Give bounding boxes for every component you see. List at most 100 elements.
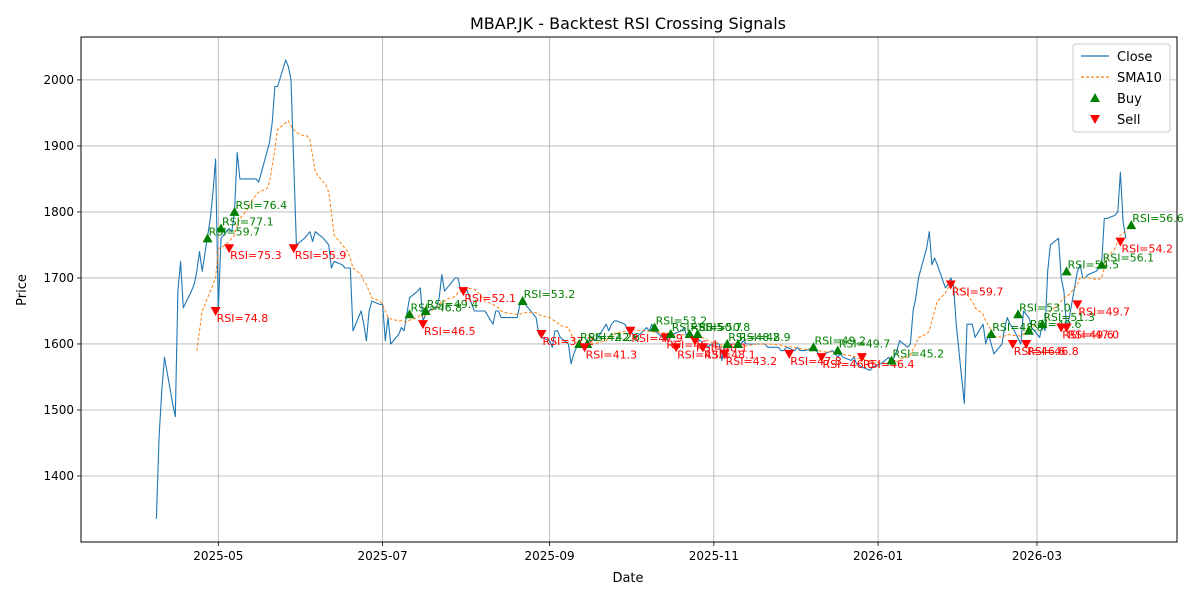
- sell-label: RSI=75.3: [230, 249, 282, 262]
- sell-marker: [689, 336, 700, 346]
- buy-marker: [722, 338, 733, 348]
- sell-marker: [458, 287, 469, 297]
- sell-label: RSI=48.1: [696, 342, 748, 355]
- sell-marker: [698, 343, 709, 353]
- sell-label: RSI=59.7: [952, 286, 1004, 299]
- sell-marker: [1061, 323, 1072, 333]
- buy-label: RSI=53.2: [524, 288, 576, 301]
- y-tick-label: 1700: [43, 271, 74, 285]
- close-line: [155, 59, 1127, 519]
- buy-label: RSI=48.9: [739, 331, 791, 344]
- sell-marker: [1007, 339, 1018, 349]
- buy-marker: [1013, 309, 1024, 319]
- axes-ticks: 2025-05 2025-07 2025-09 2025-11 2026-01 2026-…: [43, 73, 1062, 563]
- x-tick-label: 2025-07: [358, 549, 408, 563]
- buy-label: RSI=53.0: [1019, 301, 1071, 314]
- buy-label: RSI=51.3: [1043, 311, 1095, 324]
- buy-marker: [1096, 259, 1107, 269]
- sell-label: RSI=46.8: [1027, 345, 1079, 358]
- sell-label: RSI=47.0: [1068, 328, 1120, 341]
- buy-label: RSI=42.2: [580, 331, 632, 344]
- sell-label: RSI=46.6: [823, 358, 875, 371]
- buy-marker: [665, 329, 676, 339]
- sell-label: RSI=46.5: [424, 325, 476, 338]
- buy-label: RSI=42.6: [588, 331, 640, 344]
- sell-label: RSI=41.3: [586, 348, 638, 361]
- x-tick-label: 2025-11: [689, 549, 739, 563]
- signal-markers: RSI=59.7 RSI=77.1 RSI=76.4 RSI=74.8 RSI=75.3…: [202, 199, 1184, 371]
- sell-marker: [210, 306, 221, 316]
- buy-marker: [986, 329, 997, 339]
- legend-box: [1072, 43, 1171, 133]
- buy-marker: [202, 233, 213, 243]
- sell-marker: [816, 353, 827, 363]
- sell-marker: [625, 326, 636, 336]
- buy-label: RSI=48.2: [728, 331, 780, 344]
- sell-marker: [1021, 339, 1032, 349]
- x-tick-label: 2025-05: [193, 549, 243, 563]
- x-axis-label: Date: [612, 571, 643, 586]
- sell-label: RSI=43.2: [726, 355, 778, 368]
- legend-sell-label: Sell: [1117, 113, 1140, 128]
- legend-buy-swatch: [1090, 93, 1100, 102]
- sell-label: RSI=43.5: [677, 348, 729, 361]
- sell-label: RSI=46.6: [1014, 345, 1066, 358]
- legend-close-label: Close: [1117, 50, 1152, 65]
- legend-sma10-label: SMA10: [1117, 71, 1162, 86]
- buy-marker: [420, 305, 431, 315]
- sell-marker: [288, 244, 299, 254]
- buy-marker: [886, 355, 897, 365]
- sell-marker: [417, 320, 428, 330]
- sell-label: RSI=49.6: [1062, 328, 1114, 341]
- sma10-line: [196, 120, 1127, 365]
- buy-marker: [517, 296, 528, 306]
- sell-marker: [1072, 300, 1083, 310]
- buy-label: RSI=50.5: [672, 321, 724, 334]
- sell-label: RSI=48.1: [704, 348, 756, 361]
- sell-label: RSI=74.8: [217, 312, 269, 325]
- buy-label: RSI=54.5: [1068, 258, 1120, 271]
- buy-marker: [1061, 266, 1072, 276]
- buy-label: RSI=56.6: [1132, 212, 1184, 225]
- buy-label: RSI=76.4: [235, 199, 287, 212]
- sell-label: RSI=46.4: [863, 358, 915, 371]
- buy-marker: [216, 223, 227, 233]
- buy-marker: [229, 206, 240, 216]
- buy-label: RSI=50.8: [699, 321, 751, 334]
- buy-marker: [684, 329, 695, 339]
- buy-marker: [1023, 325, 1034, 335]
- buy-label: RSI=53.2: [656, 314, 708, 327]
- y-tick-label: 1500: [43, 403, 74, 417]
- sell-label: RSI=54.2: [1121, 243, 1173, 256]
- y-tick-label: 1600: [43, 337, 74, 351]
- buy-label: RSI=49.7: [839, 338, 891, 351]
- sell-marker: [784, 349, 795, 359]
- sell-marker: [671, 343, 682, 353]
- grid: [81, 37, 1177, 542]
- x-tick-label: 2025-09: [524, 549, 574, 563]
- legend-buy-label: Buy: [1117, 92, 1142, 107]
- buy-marker: [1126, 220, 1137, 230]
- sell-label: RSI=52.1: [464, 292, 516, 305]
- buy-label: RSI=45.2: [893, 347, 945, 360]
- x-tick-label: 2026-03: [1012, 549, 1062, 563]
- buy-marker: [832, 345, 843, 355]
- legend: Close SMA10 Buy Sell: [1072, 43, 1171, 133]
- buy-marker: [649, 322, 660, 332]
- legend-sell-swatch: [1090, 115, 1100, 124]
- y-tick-label: 2000: [43, 73, 74, 87]
- sell-marker: [856, 353, 867, 363]
- buy-label: RSI=50.7: [691, 321, 743, 334]
- x-tick-label: 2026-01: [853, 549, 903, 563]
- sell-label: RSI=49.7: [1078, 305, 1130, 318]
- buy-marker: [404, 309, 415, 319]
- y-axis-label: Price: [15, 274, 30, 306]
- buy-marker: [1037, 319, 1048, 329]
- y-tick-label: 1900: [43, 139, 74, 153]
- sell-marker: [579, 343, 590, 353]
- y-tick-label: 1800: [43, 205, 74, 219]
- buy-marker: [733, 338, 744, 348]
- series-lines: [155, 59, 1127, 519]
- plot-frame: [80, 36, 1178, 543]
